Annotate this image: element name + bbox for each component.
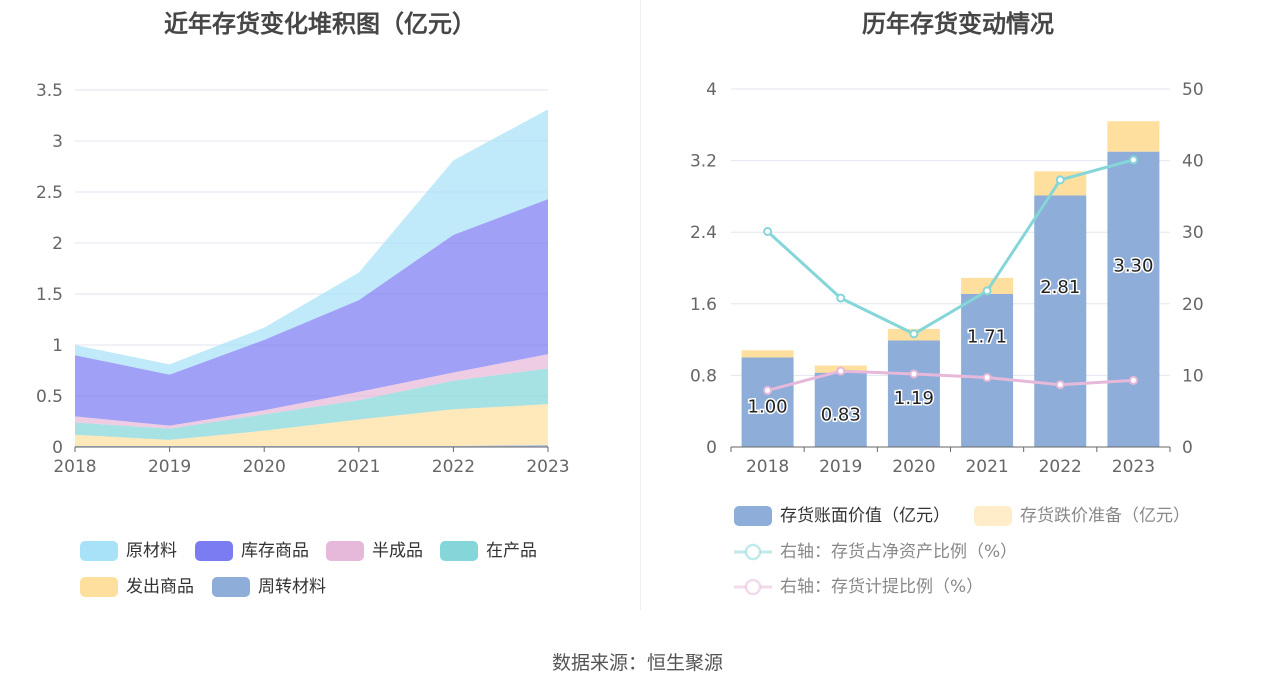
right-y2-tick-label: 0: [1182, 438, 1193, 458]
right-y2-tick-label: 30: [1182, 223, 1204, 243]
bar-1-5: [1107, 121, 1160, 152]
left-x-tick-label: 2020: [243, 457, 286, 477]
legend-swatch: [80, 541, 118, 561]
left-x-tick-label: 2019: [148, 457, 191, 477]
legend-label: 原材料: [126, 541, 177, 561]
panel-divider: [640, 0, 641, 610]
bar-0-2: [887, 340, 940, 447]
bar-1-0: [741, 350, 794, 358]
left-y-tick-label: 1.5: [36, 285, 63, 305]
right-y-tick-label: 3.2: [690, 152, 717, 172]
area-series-5: [75, 109, 548, 375]
legend-label: 周转材料: [258, 577, 326, 597]
bar-data-label: 1.19: [894, 388, 934, 409]
bar-0-4: [1034, 195, 1087, 447]
line-point-0-4: [1055, 175, 1065, 185]
bar-0-5: [1107, 151, 1160, 447]
legend-label: 右轴：存货计提比例（%）: [780, 577, 984, 597]
right-y-tick-label: 0.8: [690, 366, 717, 386]
bar-0-0: [741, 357, 794, 447]
bar-data-label: 2.81: [1040, 277, 1080, 298]
line-point-1-0: [763, 385, 773, 395]
bar-1-3: [961, 277, 1014, 294]
left-y-tick-label: 3: [52, 132, 63, 152]
right-y-tick-label: 0: [706, 438, 717, 458]
left-y-tick-label: 1: [52, 336, 63, 356]
legend-swatch: [440, 541, 478, 561]
bar-data-label: 3.30: [1113, 255, 1153, 276]
bar-data-label: 1.00: [748, 397, 788, 418]
area-series-1: [75, 404, 548, 446]
legend-label: 发出商品: [126, 577, 194, 597]
area-series-0: [75, 444, 548, 447]
left-x-tick-label: 2022: [432, 457, 475, 477]
legend-label: 在产品: [486, 541, 537, 561]
data-source: 数据来源：恒生聚源: [551, 652, 723, 674]
left-y-tick-label: 2: [52, 234, 63, 254]
legend-label: 右轴：存货占净资产比例（%）: [780, 542, 1018, 562]
bar-0-1: [814, 372, 867, 447]
bar-data-label: 1.71: [967, 326, 1007, 347]
line-series-1: [767, 369, 1134, 392]
left-y-tick-label: 2.5: [36, 183, 63, 203]
right-x-tick-label: 2023: [1112, 457, 1155, 477]
legend-swatch: [734, 506, 772, 526]
right-x-tick-label: 2019: [819, 457, 862, 477]
right-y-tick-label: 1.6: [690, 295, 717, 315]
area-series-2: [75, 368, 548, 440]
inventory-stack-panel: 近年存货变化堆积图（亿元） 0 0.5 1 1.5 2 2.5 3 3.5 2018 2019 20…: [0, 0, 640, 610]
right-y2-tick-label: 20: [1182, 295, 1204, 315]
line-point-1-4: [1055, 380, 1065, 390]
right-x-tick-label: 2022: [1039, 457, 1082, 477]
bar-data-label: 0.83: [821, 404, 861, 425]
right-y2-tick-label: 40: [1182, 152, 1204, 172]
left-y-tick-label: 0: [52, 438, 63, 458]
inventory-change-panel: 历年存货变动情况 0 0.8 1.6 2.4 3.2 4 0 10 20 30 40 50 2018 20…: [641, 0, 1275, 610]
line-point-0-5: [1128, 155, 1138, 165]
legend-swatch: [195, 541, 233, 561]
right-chart-title: 历年存货变动情况: [862, 10, 1054, 38]
right-y2-tick-label: 10: [1182, 366, 1204, 386]
area-series-3: [75, 354, 548, 429]
line-point-1-5: [1128, 375, 1138, 385]
line-point-1-3: [982, 373, 992, 383]
right-y-tick-label: 4: [706, 80, 717, 100]
line-point-0-0: [763, 226, 773, 236]
left-x-tick-label: 2018: [53, 457, 96, 477]
left-x-tick-label: 2023: [526, 457, 569, 477]
line-point-0-1: [836, 293, 846, 303]
right-y-tick-label: 2.4: [690, 223, 717, 243]
left-y-tick-label: 0.5: [36, 387, 63, 407]
right-x-tick-label: 2018: [746, 457, 789, 477]
legend-label: 存货账面价值（亿元）: [780, 506, 950, 526]
line-point-1-1: [836, 366, 846, 376]
line-point-0-2: [909, 329, 919, 339]
stacked-area-chart: 0 0.5 1 1.5 2 2.5 3 3.5 2018 2019 2020 2021 2022 2023: [36, 81, 570, 477]
line-point-0-3: [982, 286, 992, 296]
legend-swatch: [212, 577, 250, 597]
line-point-1-2: [909, 369, 919, 379]
legend-swatch: [734, 578, 772, 596]
area-series-4: [75, 199, 548, 426]
legend-swatch: [326, 541, 364, 561]
legend-swatch: [974, 506, 1012, 526]
right-y2-tick-label: 50: [1182, 80, 1204, 100]
legend-swatch: [80, 577, 118, 597]
right-x-tick-label: 2021: [965, 457, 1008, 477]
legend-label: 存货跌价准备（亿元）: [1020, 506, 1190, 526]
legend-label: 库存商品: [241, 541, 309, 561]
bar-0-3: [961, 293, 1014, 447]
line-series-0: [766, 158, 1134, 336]
legend-label: 半成品: [372, 541, 423, 561]
left-x-tick-label: 2021: [337, 457, 380, 477]
right-x-tick-label: 2020: [892, 457, 935, 477]
left-chart-title: 近年存货变化堆积图（亿元）: [164, 10, 476, 38]
legend-swatch: [734, 543, 772, 561]
left-y-tick-label: 3.5: [36, 81, 63, 101]
